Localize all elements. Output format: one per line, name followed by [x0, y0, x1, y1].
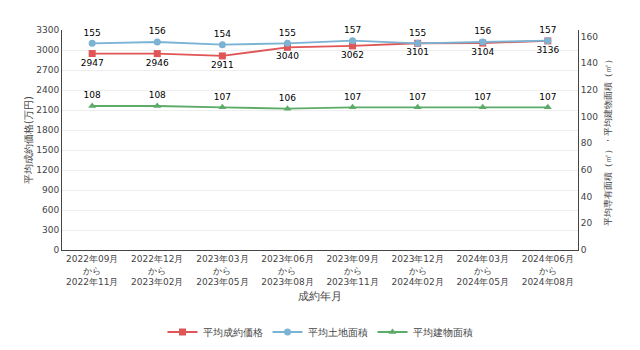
svg-text:108: 108 — [149, 90, 166, 100]
svg-text:2700: 2700 — [36, 65, 59, 75]
svg-text:1800: 1800 — [36, 125, 59, 135]
svg-text:2946: 2946 — [146, 58, 169, 68]
svg-text:2023年06月から2023年08月: 2023年06月から2023年08月 — [261, 254, 313, 287]
svg-text:平均土地面積: 平均土地面積 — [308, 327, 368, 338]
svg-text:156: 156 — [474, 26, 491, 36]
svg-text:107: 107 — [409, 92, 426, 102]
svg-text:3136: 3136 — [536, 45, 559, 55]
svg-text:900: 900 — [42, 185, 59, 195]
svg-text:1500: 1500 — [36, 145, 59, 155]
svg-text:20: 20 — [581, 218, 593, 228]
svg-text:107: 107 — [344, 92, 361, 102]
svg-text:157: 157 — [539, 25, 556, 35]
svg-text:2100: 2100 — [36, 105, 59, 115]
svg-text:100: 100 — [581, 112, 598, 122]
svg-text:平均成約価格: 平均成約価格 — [203, 327, 263, 338]
svg-text:2024年06月から2024年08月: 2024年06月から2024年08月 — [522, 254, 574, 287]
svg-text:156: 156 — [149, 26, 166, 36]
svg-text:2023年12月から2024年02月: 2023年12月から2024年02月 — [391, 254, 443, 287]
svg-text:155: 155 — [279, 28, 296, 38]
svg-text:140: 140 — [581, 58, 598, 68]
svg-text:平均建物面積: 平均建物面積 — [413, 327, 473, 338]
svg-text:成約年月: 成約年月 — [298, 290, 342, 303]
svg-text:155: 155 — [84, 28, 101, 38]
svg-text:2023年09月から2023年11月: 2023年09月から2023年11月 — [326, 254, 378, 287]
svg-text:300: 300 — [42, 225, 59, 235]
svg-text:2947: 2947 — [81, 58, 104, 68]
svg-text:2024年03月から2024年05月: 2024年03月から2024年05月 — [457, 254, 509, 287]
svg-text:107: 107 — [474, 92, 491, 102]
svg-text:155: 155 — [409, 28, 426, 38]
svg-text:60: 60 — [581, 165, 593, 175]
svg-text:平均専有面積（㎡）・平均建物面積（㎡）: 平均専有面積（㎡）・平均建物面積（㎡） — [603, 55, 613, 226]
svg-text:108: 108 — [84, 90, 101, 100]
svg-text:154: 154 — [214, 29, 231, 39]
svg-text:80: 80 — [581, 138, 593, 148]
svg-text:3300: 3300 — [36, 25, 59, 35]
svg-text:106: 106 — [279, 93, 296, 103]
svg-text:40: 40 — [581, 192, 593, 202]
svg-text:2022年12月から2023年02月: 2022年12月から2023年02月 — [131, 254, 183, 287]
svg-text:107: 107 — [539, 92, 556, 102]
svg-text:107: 107 — [214, 92, 231, 102]
svg-text:2023年03月から2023年05月: 2023年03月から2023年05月 — [196, 254, 248, 287]
svg-text:3062: 3062 — [341, 50, 364, 60]
svg-text:160: 160 — [581, 32, 598, 42]
svg-text:平均成約価格(万円): 平均成約価格(万円) — [23, 96, 34, 184]
svg-text:600: 600 — [42, 205, 59, 215]
svg-text:157: 157 — [344, 25, 361, 35]
svg-text:3000: 3000 — [36, 45, 59, 55]
svg-text:2911: 2911 — [211, 60, 234, 70]
svg-text:3040: 3040 — [276, 51, 299, 61]
svg-text:120: 120 — [581, 85, 598, 95]
svg-text:2022年09月から2022年11月: 2022年09月から2022年11月 — [66, 254, 118, 287]
svg-text:3101: 3101 — [406, 47, 429, 57]
svg-text:1200: 1200 — [36, 165, 59, 175]
svg-text:2400: 2400 — [36, 85, 59, 95]
svg-text:0: 0 — [53, 245, 59, 255]
svg-text:0: 0 — [581, 245, 587, 255]
svg-text:3104: 3104 — [471, 47, 494, 57]
